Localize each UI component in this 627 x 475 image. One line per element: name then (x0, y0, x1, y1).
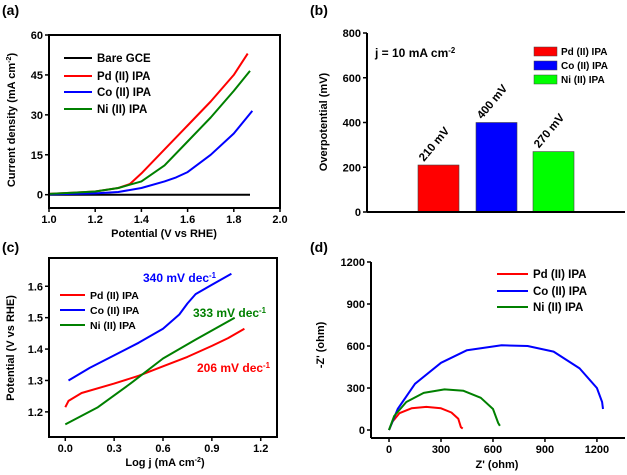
y-tick-label: 800 (343, 28, 361, 40)
y-tick-label: 600 (347, 341, 365, 353)
x-tick-label: 1.2 (253, 443, 268, 455)
legend-label: Ni (II) IPA (533, 302, 583, 314)
panel-c: (c) 0.0 0.3 0.6 0.9 1.2 1.2 1.3 1.4 1.5 1.6 Pd (II)… (2, 239, 278, 469)
y-tick-label: 400 (343, 118, 361, 130)
x-axis-title: Z' (ohm) (476, 459, 519, 471)
bar-pd (417, 164, 460, 213)
legend-label: Pd (II) IPA (561, 47, 607, 58)
legend-label: Co (II) IPA (90, 305, 140, 317)
legend-label: Pd (II) IPA (97, 71, 150, 83)
y-tick-label: 1200 (341, 257, 365, 269)
legend-swatch (533, 46, 558, 57)
legend-label: Co (II) IPA (97, 87, 151, 99)
y-axis-title: Current density (mA cm-2) (5, 53, 18, 188)
y-tick-label: 200 (343, 162, 361, 174)
y-tick-label: 1.2 (28, 407, 43, 419)
y-tick-label: 15 (31, 150, 43, 162)
x-axis-title: Log j (mA cm-2) (125, 456, 205, 469)
y-tick-label: 30 (31, 110, 43, 122)
x-tick-label: 0 (386, 444, 392, 456)
panel-label: (a) (2, 2, 19, 18)
x-tick-label: 0.6 (155, 443, 170, 455)
bar-value-label: 210 mV (417, 125, 452, 164)
tafel-slope-label: 340 mV dec-1 (143, 271, 217, 286)
y-tick-label: 45 (31, 70, 43, 82)
panel-label: (b) (310, 2, 328, 18)
y-axis-title: Potential (V vs RHE) (5, 295, 17, 401)
series-line-co (388, 344, 604, 431)
y-tick-label: 1.3 (28, 375, 43, 387)
x-axis-title: Potential (V vs RHE) (111, 228, 217, 240)
x-tick-label: 1.4 (134, 214, 150, 226)
y-tick-label: 1.5 (28, 313, 43, 325)
current-density-annotation: j = 10 mA cm-2 (374, 46, 456, 61)
legend-label: Co (II) IPA (561, 61, 608, 72)
y-tick-label: 0 (355, 207, 361, 219)
x-tick-label: 1.2 (88, 214, 103, 226)
y-axis-title: Overpotential (mV) (318, 72, 330, 171)
x-tick-label: 0.9 (204, 443, 219, 455)
tafel-slope-label: 206 mV dec-1 (197, 361, 271, 376)
legend-label: Ni (II) IPA (561, 75, 605, 86)
bar-ni (532, 151, 575, 213)
tafel-slope-label: 333 mV dec-1 (193, 306, 267, 321)
series-line-pd (388, 405, 464, 431)
y-tick-label: 900 (347, 299, 365, 311)
y-axis-title: -Z' (ohm) (315, 321, 327, 368)
legend-label: Pd (II) IPA (90, 290, 139, 302)
x-tick-label: 300 (432, 444, 450, 456)
legend-label: Pd (II) IPA (533, 269, 586, 281)
panel-a: (a) 1.0 1.2 1.4 1.6 1.8 2.0 0 15 30 45 60 Bare GCE Pd… (2, 2, 288, 240)
bar-value-label: 400 mV (475, 83, 510, 122)
x-tick-label: 0.0 (58, 443, 73, 455)
x-tick-label: 1200 (585, 444, 609, 456)
panel-d: (d) 0 300 600 900 1200 0 300 600 900 1200 Pd (II) I… (310, 239, 625, 471)
panel-b: (b) 210 mV 400 mV 270 mV 0 200 400 600 800 j = 10… (310, 2, 625, 219)
series-line-pd (64, 327, 245, 408)
x-tick-label: 1.6 (180, 214, 195, 226)
y-tick-label: 300 (347, 383, 365, 395)
series-line-co (67, 272, 232, 382)
legend-label: Ni (II) IPA (90, 320, 136, 332)
legend-label: Ni (II) IPA (97, 104, 147, 116)
x-tick-label: 900 (536, 444, 554, 456)
y-tick-label: 0 (37, 190, 43, 202)
x-tick-label: 0.3 (106, 443, 121, 455)
legend-swatch (533, 74, 558, 85)
x-tick-label: 1.8 (226, 214, 241, 226)
y-tick-label: 600 (343, 73, 361, 85)
y-tick-label: 60 (31, 30, 43, 42)
legend-label: Bare GCE (97, 53, 151, 65)
legend-label: Co (II) IPA (533, 286, 587, 298)
y-tick-label: 1.6 (28, 281, 43, 293)
y-tick-label: 0 (359, 425, 365, 437)
legend-swatch (533, 60, 558, 71)
x-tick-label: 1.0 (41, 214, 56, 226)
series-line-ni (388, 388, 501, 431)
x-tick-label: 600 (484, 444, 502, 456)
x-tick-label: 2.0 (272, 214, 287, 226)
plot-frame (48, 34, 281, 209)
bar-co (475, 122, 518, 213)
series-line-ni (48, 70, 251, 195)
panel-label: (d) (310, 239, 328, 255)
panel-label: (c) (2, 239, 19, 255)
bar-value-label: 270 mV (532, 112, 567, 151)
y-tick-label: 1.4 (28, 344, 44, 356)
series-line-ni (64, 316, 236, 426)
series-line-co (48, 110, 254, 196)
